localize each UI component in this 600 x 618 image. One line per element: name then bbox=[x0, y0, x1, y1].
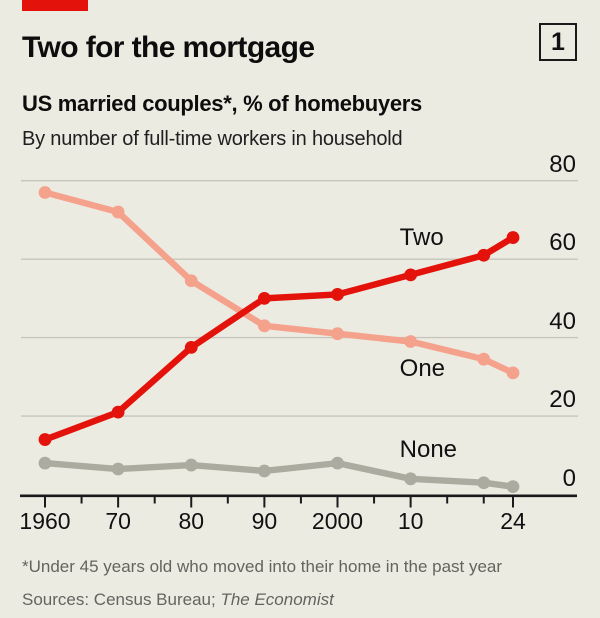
economist-credit: The Economist bbox=[220, 590, 334, 609]
data-point-none bbox=[477, 476, 491, 490]
x-axis-tick-label: 24 bbox=[500, 508, 526, 534]
data-point-none bbox=[331, 456, 344, 470]
data-point-none bbox=[257, 464, 271, 478]
data-point-one bbox=[111, 205, 125, 219]
y-axis-tick-label: 80 bbox=[549, 150, 576, 178]
sources-prefix: Sources: Census Bureau; bbox=[22, 590, 221, 609]
data-point-two bbox=[477, 248, 491, 262]
line-chart bbox=[20, 179, 578, 508]
chart-subtitle: By number of full-time workers in househ… bbox=[22, 128, 403, 150]
data-point-none bbox=[38, 456, 52, 470]
x-axis-tick-label: 2000 bbox=[311, 508, 364, 534]
data-point-one bbox=[506, 366, 520, 380]
y-axis-tick-label: 40 bbox=[549, 307, 576, 335]
data-point-none bbox=[404, 472, 418, 486]
chart-title: Two for the mortgage bbox=[22, 31, 315, 64]
series-label-two: Two bbox=[399, 223, 444, 251]
y-axis-tick-label: 20 bbox=[549, 386, 576, 414]
data-point-two bbox=[331, 288, 344, 301]
data-point-two bbox=[111, 405, 125, 419]
data-point-one bbox=[331, 327, 344, 341]
series-label-none: None bbox=[399, 436, 458, 464]
chart-subtitle-bold: US married couples*, % of homebuyers bbox=[22, 91, 422, 116]
data-point-two bbox=[257, 291, 271, 305]
x-axis-tick-label: 10 bbox=[397, 508, 424, 534]
data-point-one bbox=[38, 186, 52, 199]
data-point-none bbox=[184, 458, 198, 472]
y-axis-tick-label: 0 bbox=[562, 464, 576, 492]
x-axis-tick-label: 1960 bbox=[19, 508, 71, 534]
data-point-two bbox=[38, 433, 52, 446]
series-label-one: One bbox=[399, 354, 446, 382]
data-point-two bbox=[184, 341, 198, 354]
x-axis-tick-label: 90 bbox=[251, 508, 278, 534]
footnote-sources: Sources: Census Bureau; The Economist bbox=[22, 589, 334, 610]
data-point-one bbox=[404, 335, 418, 348]
x-axis-tick-label: 70 bbox=[105, 508, 131, 534]
data-point-one bbox=[477, 352, 491, 366]
y-axis-tick-label: 60 bbox=[549, 229, 576, 257]
footnote-asterisk: *Under 45 years old who moved into their… bbox=[22, 557, 503, 576]
index-badge: 1 bbox=[539, 23, 577, 61]
data-point-one bbox=[257, 319, 271, 333]
x-axis-tick-label: 80 bbox=[178, 508, 205, 534]
data-point-one bbox=[184, 274, 198, 288]
series-line-one bbox=[41, 189, 517, 377]
series-line-two bbox=[41, 234, 517, 443]
data-point-none bbox=[111, 462, 125, 476]
data-point-two bbox=[404, 268, 418, 282]
data-point-two bbox=[506, 231, 520, 244]
brand-tag bbox=[22, 0, 88, 11]
series-line-none bbox=[41, 459, 517, 490]
data-point-none bbox=[506, 480, 520, 494]
